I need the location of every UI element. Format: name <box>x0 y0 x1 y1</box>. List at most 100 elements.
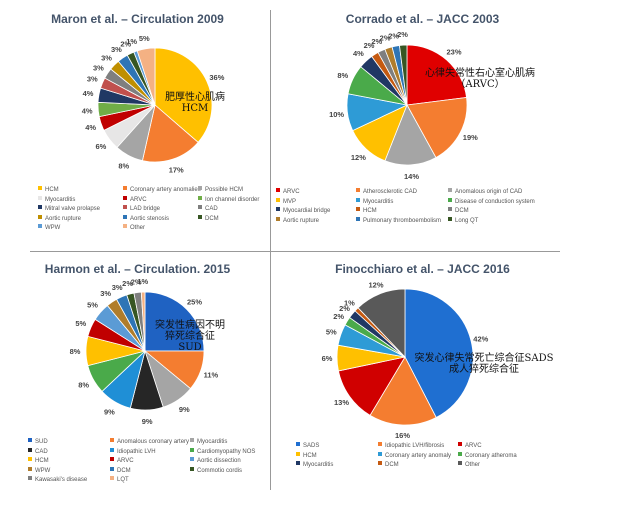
legend-swatch <box>110 457 114 461</box>
legend-item: HCM <box>38 186 59 194</box>
legend-swatch <box>276 216 280 221</box>
legend-swatch <box>190 438 194 442</box>
legend-item: Idiopathic LVH <box>110 447 156 456</box>
value-label: 2% <box>380 34 391 43</box>
legend-label: Long QT <box>455 217 479 224</box>
value-label: 4% <box>353 49 364 58</box>
legend-item: ARVC <box>110 457 134 465</box>
value-label: 3% <box>93 63 104 72</box>
legend-item: Commotio cordis <box>190 466 243 475</box>
legend-swatch <box>448 216 452 221</box>
legend-swatch <box>28 438 32 442</box>
legend-item: Idiopathic LVH/fibrosis <box>378 442 444 450</box>
legend-item: Long QT <box>448 216 479 225</box>
pie-slice-lqt <box>140 291 146 352</box>
value-label: 23% <box>446 48 461 57</box>
legend-item: Possible HCM <box>198 186 243 194</box>
legend-label: HCM <box>35 458 49 464</box>
value-label: 3% <box>112 283 123 292</box>
value-label: 36% <box>209 73 224 82</box>
legend-label: Disease of conduction system <box>455 198 535 205</box>
legend-swatch <box>198 205 202 209</box>
value-label: 4% <box>85 123 96 132</box>
value-label: 10% <box>329 110 344 119</box>
legend-swatch <box>356 197 360 202</box>
value-label: 1% <box>126 37 137 46</box>
legend-label: ARVC <box>465 443 482 449</box>
legend-label: Myocarditis <box>45 196 76 203</box>
legend-item: Kawasaki's disease <box>28 476 87 484</box>
legend-item: SUD <box>28 438 48 446</box>
legend-swatch <box>378 442 382 446</box>
legend-item: Other <box>123 224 145 232</box>
legend-label: Anomalous coronary artery <box>117 439 190 445</box>
legend-item: Pulmonary thromboembolism <box>356 216 441 225</box>
legend-item: Anomalous coronary artery <box>110 438 189 446</box>
legend-swatch <box>110 476 114 480</box>
legend-swatch <box>276 188 280 192</box>
legend-label: Commotio cordis <box>197 467 243 474</box>
legend-swatch <box>296 451 300 456</box>
legend-swatch <box>356 207 360 211</box>
legend-item: HCM <box>356 207 377 215</box>
legend-label: Cardiomyopathy NOS <box>197 448 256 455</box>
legend-label: Coronary artery anomalies <box>130 187 201 193</box>
legend-label: Myocarditis <box>363 198 394 205</box>
legend-swatch <box>356 188 360 192</box>
legend-item: CAD <box>198 205 218 213</box>
legend-label: ARVC <box>130 196 147 203</box>
legend-label: Myocardial bridge <box>283 208 331 214</box>
value-label: 2% <box>371 37 382 46</box>
horizontal-divider <box>30 251 560 252</box>
legend-item: ARVC <box>276 188 300 196</box>
value-label: 8% <box>78 381 89 390</box>
chart-corrado: Corrado et al. – JACC 2003 23% 19% 14% 12% 1… <box>272 0 577 250</box>
legend-item: LQT <box>110 476 129 484</box>
annotation-text: 突发心律失常死亡综合征SADS 成人猝死综合征 <box>415 351 554 375</box>
legend-item: Ion channel disorder <box>198 195 259 204</box>
value-label: 4% <box>83 89 94 98</box>
legend-item: Myocarditis <box>190 438 227 446</box>
legend-swatch <box>123 205 127 209</box>
legend-swatch <box>356 216 360 221</box>
legend-item: Anomalous origin of CAD <box>448 188 522 196</box>
legend-swatch <box>378 451 382 456</box>
pie-slice-other <box>136 47 156 106</box>
value-label: 5% <box>87 301 98 310</box>
legend-swatch <box>198 186 202 190</box>
legend-swatch <box>448 188 452 192</box>
legend-item: Aortic rupture <box>276 216 320 225</box>
legend-item: DCM <box>378 461 399 469</box>
pie-slice-sud <box>144 291 205 352</box>
legend-label: DCM <box>455 208 469 214</box>
legend-item: DCM <box>110 466 131 475</box>
value-label: 6% <box>322 354 333 363</box>
value-label: 2% <box>388 31 399 40</box>
legend-label: Aortic rupture <box>283 217 320 224</box>
value-label: 16% <box>395 431 410 440</box>
value-label: 5% <box>75 319 86 328</box>
pie-slices <box>336 288 474 426</box>
legend-label: ARVC <box>117 458 134 464</box>
legend-swatch <box>458 451 462 456</box>
annotation-text: 心律失常性右心室心肌病（ARVC） <box>425 66 535 90</box>
legend-swatch <box>198 214 202 219</box>
value-label: 8% <box>70 347 81 356</box>
value-label: 25% <box>187 298 202 307</box>
legend-label: Idiopathic LVH <box>117 448 156 455</box>
annotation-text: 肥厚性心肌病 HCM <box>165 90 225 114</box>
legend-item: DCM <box>198 214 219 223</box>
pie-slice-idiopathic-lvh-fibrosis <box>369 356 437 426</box>
pie-value-labels: 36%17%8%6%4%4%4%3%3%3%3%2%1% 5% <box>82 34 225 175</box>
legend-label: Aortic dissection <box>197 458 241 464</box>
legend-label: Coronary artery anomaly <box>385 452 452 459</box>
legend-swatch <box>123 195 127 200</box>
legend-swatch <box>198 195 202 200</box>
legend-label: MVP <box>283 198 297 205</box>
legend-swatch <box>190 466 194 471</box>
legend-item: Coronary artery anomaly <box>378 451 452 460</box>
legend-swatch <box>28 457 32 461</box>
value-label: 17% <box>169 166 184 175</box>
pie-slice-long-qt <box>399 44 408 106</box>
chart-title: Harmon et al. – Circulation. 2015 <box>44 262 231 276</box>
